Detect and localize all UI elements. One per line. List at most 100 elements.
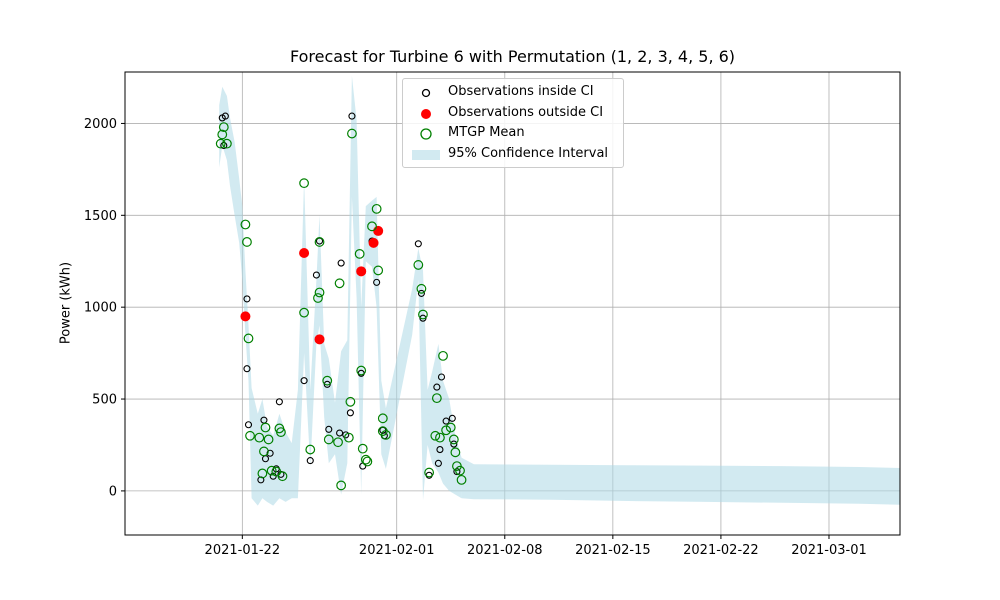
observation-inside-point-32: [417, 289, 425, 297]
legend-entry-outside: Observations outside CI: [403, 104, 623, 124]
mtgp-mean-point-24: [322, 375, 333, 386]
observation-inside-point-5: [244, 421, 253, 429]
mtgp-mean-point-59: [937, 463, 946, 472]
observation-inside-point-46: [963, 427, 969, 433]
plot-frame: [124, 71, 901, 536]
y-tick-label-0: 0: [109, 484, 117, 499]
legend-marker-outside: [421, 109, 431, 119]
mtgp-mean-point-40: [377, 413, 388, 424]
mtgp-mean-point-0: [215, 138, 226, 149]
y-tick-label-3: 1500: [84, 209, 117, 224]
observation-outside-point-0: [240, 311, 251, 322]
observation-inside-point-4: [243, 365, 251, 373]
x-tick-label-2: 2021-02-08: [467, 543, 543, 558]
observation-inside-point-36: [434, 459, 442, 467]
x-tick-label-0: 2021-01-22: [205, 543, 281, 558]
observation-inside-point-31: [414, 240, 422, 248]
legend-marker-inside: [421, 88, 431, 98]
mtgp-mean-point-22: [314, 287, 325, 298]
mtgp-mean-point-52: [445, 422, 456, 433]
observation-inside-point-39: [442, 417, 450, 425]
observation-inside-point-1: [221, 112, 229, 120]
legend: Observations inside CI Observations outs…: [402, 78, 624, 168]
y-tick-label-2: 1000: [84, 301, 117, 316]
mtgp-mean-point-71: [979, 163, 988, 172]
ci-bands: [219, 75, 900, 506]
mtgp-mean-point-61: [933, 481, 942, 490]
observation-inside-point-28: [373, 278, 381, 286]
mtgp-mean-point-70: [978, 141, 987, 150]
mtgp-mean-point-16: [276, 427, 286, 438]
ci-band-segment-1: [461, 457, 900, 505]
mtgp-mean-point-58: [937, 483, 946, 492]
observation-inside-point-51: [987, 113, 993, 119]
x-tick-label-5: 2021-03-01: [791, 543, 867, 558]
mtgp-mean-point-32: [354, 248, 365, 259]
legend-entry-inside: Observations inside CI: [403, 83, 623, 103]
y-axis-label: Power (kWh): [58, 261, 74, 345]
mtgp-mean-point-30: [345, 396, 356, 407]
observation-inside-point-42: [453, 468, 461, 476]
observation-inside-point-6: [257, 476, 265, 484]
legend-entry-ci: 95% Confidence Interval: [403, 145, 623, 165]
mtgp-mean-point-63: [956, 470, 965, 479]
observation-inside-point-43: [942, 459, 948, 465]
mtgp-mean-point-67: [961, 431, 970, 440]
mtgp-mean-point-31: [347, 128, 357, 139]
mtgp-mean-point-65: [957, 454, 966, 463]
mtgp-mean-point-74: [985, 106, 994, 115]
mtgp-mean-point-76: [995, 96, 1000, 105]
mtgp-mean-point-35: [360, 454, 371, 465]
mtgp-mean-point-68: [956, 417, 965, 426]
observation-inside-point-48: [959, 418, 965, 424]
legend-label-mean: MTGP Mean: [448, 125, 525, 140]
mtgp-mean-point-69: [964, 390, 973, 399]
observation-inside-point-14: [300, 377, 308, 385]
mtgp-mean-point-39: [373, 265, 384, 276]
mtgp-mean-point-3: [221, 138, 232, 149]
mtgp-mean-point-29: [343, 432, 354, 443]
legend-label-outside: Observations outside CI: [448, 105, 604, 120]
mtgp-mean-point-34: [357, 443, 368, 454]
observation-inside-point-35: [433, 383, 441, 391]
observation-inside-point-20: [336, 429, 344, 437]
mtgp-mean-point-8: [254, 432, 265, 443]
mtgp-mean-point-48: [431, 393, 442, 404]
mtgp-mean-point-28: [334, 278, 345, 289]
mtgp-mean-point-54: [450, 447, 461, 458]
observation-inside-point-19: [325, 425, 333, 433]
y-tick-label-4: 2000: [84, 117, 117, 132]
data-points: [215, 96, 1000, 496]
x-tick-label-3: 2021-02-15: [575, 543, 651, 558]
x-tick-label-4: 2021-02-22: [683, 543, 759, 558]
mtgp-mean-point-27: [336, 480, 347, 491]
observation-inside-point-21: [337, 259, 345, 267]
mtgp-mean-point-42: [381, 429, 391, 440]
observation-inside-point-16: [312, 271, 320, 279]
legend-label-inside: Observations inside CI: [448, 84, 594, 99]
observation-outside-point-4: [368, 237, 379, 248]
mtgp-mean-point-64: [959, 466, 968, 475]
mtgp-mean-point-14: [271, 466, 282, 477]
mtgp-mean-point-7: [245, 430, 255, 441]
mtgp-mean-point-56: [455, 465, 465, 476]
x-tick-label-1: 2021-02-01: [359, 543, 435, 558]
mtgp-mean-point-43: [413, 260, 424, 270]
mtgp-mean-point-44: [416, 283, 427, 294]
mtgp-mean-point-33: [356, 365, 367, 376]
observation-inside-point-3: [243, 295, 251, 303]
legend-label-ci: 95% Confidence Interval: [448, 146, 609, 161]
legend-marker-mean: [420, 128, 432, 140]
y-tick-label-1: 500: [92, 393, 117, 408]
mtgp-mean-point-57: [456, 474, 467, 485]
observation-inside-point-41: [450, 440, 458, 448]
mtgp-mean-point-21: [313, 293, 323, 303]
mtgp-mean-point-6: [243, 333, 254, 344]
mtgp-mean-point-38: [371, 203, 382, 214]
observation-inside-point-50: [980, 163, 986, 169]
mtgp-mean-point-62: [953, 487, 962, 496]
mtgp-mean-point-1: [217, 129, 228, 140]
observation-inside-point-23: [346, 409, 354, 417]
mtgp-mean-point-2: [218, 122, 229, 133]
